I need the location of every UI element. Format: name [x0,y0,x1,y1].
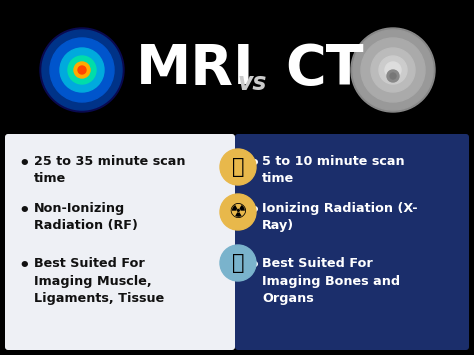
Circle shape [40,28,124,112]
Circle shape [68,56,96,84]
Text: 🕛: 🕛 [232,157,244,177]
FancyBboxPatch shape [5,134,235,350]
Text: CT: CT [286,42,364,96]
Circle shape [74,62,90,78]
Text: •: • [18,202,29,220]
Circle shape [78,66,86,74]
Circle shape [361,38,425,102]
Circle shape [353,30,433,110]
Circle shape [220,149,256,185]
Circle shape [379,56,407,84]
Text: vs: vs [237,71,267,95]
Text: Ionizing Radiation (X-
Ray): Ionizing Radiation (X- Ray) [262,202,418,233]
Text: •: • [18,155,29,173]
Circle shape [390,73,396,79]
Text: Best Suited For
Imaging Bones and
Organs: Best Suited For Imaging Bones and Organs [262,257,400,305]
Text: Non-Ionizing
Radiation (RF): Non-Ionizing Radiation (RF) [34,202,138,233]
Circle shape [220,245,256,281]
Text: •: • [18,257,29,275]
Circle shape [50,38,114,102]
Text: •: • [248,155,260,173]
Text: Best Suited For
Imaging Muscle,
Ligaments, Tissue: Best Suited For Imaging Muscle, Ligament… [34,257,164,305]
FancyBboxPatch shape [235,134,469,350]
Circle shape [351,28,435,112]
Circle shape [387,70,399,82]
Circle shape [220,194,256,230]
Text: 25 to 35 minute scan
time: 25 to 35 minute scan time [34,155,185,186]
Text: ☢: ☢ [228,202,247,222]
Circle shape [385,62,401,78]
Text: •: • [248,257,260,275]
Text: MRI: MRI [136,42,255,96]
Circle shape [42,30,122,110]
Circle shape [371,48,415,92]
Text: •: • [248,202,260,220]
Text: 5 to 10 minute scan
time: 5 to 10 minute scan time [262,155,405,186]
Text: 🧠: 🧠 [232,253,244,273]
Circle shape [60,48,104,92]
